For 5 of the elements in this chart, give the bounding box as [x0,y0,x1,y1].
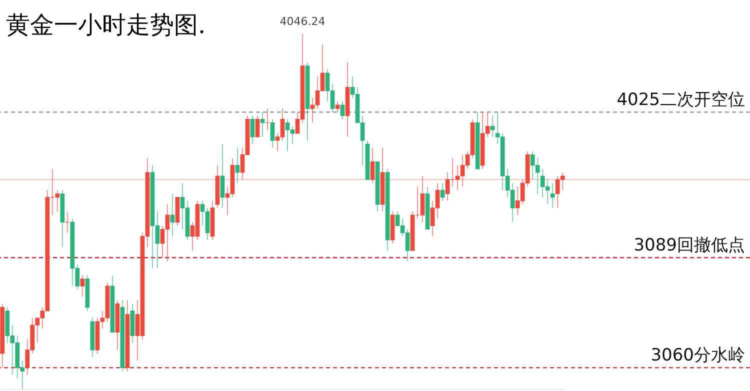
ref-line-label: 3060分水岭 [650,346,745,366]
ref-line-label: 3089回撤低点 [634,236,745,256]
ref-line-label: 4025二次开空位 [616,90,745,110]
annotation: 4046.24 [280,15,326,28]
chart-title: 黄金一小时走势图. [6,11,206,39]
